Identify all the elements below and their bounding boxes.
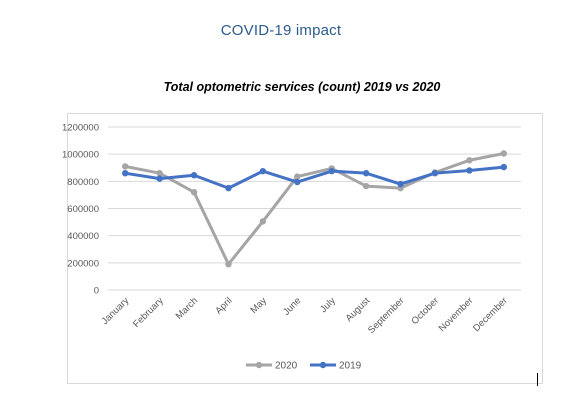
data-point-2019	[294, 178, 301, 186]
data-point-2019	[328, 167, 335, 175]
data-point-2020	[362, 182, 370, 190]
x-tick-label: December	[471, 295, 510, 334]
data-point-2019	[500, 163, 507, 171]
y-tick-label: 200000	[67, 258, 99, 269]
data-point-2019	[397, 180, 404, 188]
y-tick-label: 0	[94, 286, 99, 297]
y-tick-label: 1000000	[62, 150, 99, 161]
data-point-2020	[122, 163, 129, 170]
data-point-2019	[466, 167, 473, 174]
data-point-2020	[294, 173, 301, 180]
x-tick-label: November	[437, 295, 476, 334]
text-cursor	[537, 373, 538, 386]
legend-marker-2020	[255, 361, 263, 369]
data-point-2020	[156, 169, 163, 177]
y-tick-label: 400000	[67, 231, 99, 242]
x-tick-label: August	[344, 295, 373, 324]
x-tick-label: April	[213, 295, 234, 316]
chart-title: Total optometric services (count) 2019 v…	[163, 80, 441, 94]
x-tick-label: September	[366, 295, 407, 336]
legend-marker-2019	[319, 361, 327, 369]
data-point-2020	[259, 218, 267, 225]
y-axis-tick-labels: 0 200000 400000 600000 800000 1000000 1200000	[62, 123, 99, 297]
y-tick-label: 600000	[67, 204, 99, 215]
data-point-2020	[500, 150, 507, 157]
gridlines	[108, 126, 521, 291]
series-line-2020	[123, 151, 506, 266]
x-axis-tick-labels: January February March April May June July Augu…	[100, 295, 510, 336]
legend-label-2019: 2019	[339, 361, 362, 372]
data-point-2019	[156, 175, 163, 182]
x-tick-label: February	[131, 295, 166, 330]
legend-label-2020: 2020	[275, 361, 298, 372]
data-point-2019	[190, 172, 198, 179]
y-tick-label: 1200000	[62, 123, 99, 134]
x-tick-label: January	[100, 295, 132, 327]
data-point-2019	[122, 169, 129, 177]
data-point-2020	[225, 260, 232, 268]
x-tick-label: October	[409, 295, 441, 327]
legend: 2020 2019	[246, 361, 362, 372]
chart-area	[67, 113, 543, 384]
series-points	[122, 150, 507, 268]
series-line-2019	[123, 165, 506, 190]
series-lines	[123, 151, 506, 266]
data-point-2020	[190, 189, 198, 196]
x-tick-label: March	[174, 295, 200, 321]
data-point-2020	[466, 157, 473, 164]
data-point-2019	[431, 169, 439, 177]
data-point-2019	[225, 184, 232, 192]
x-tick-label: June	[281, 295, 303, 317]
x-tick-label: May	[249, 295, 270, 316]
data-point-2019	[362, 169, 370, 177]
x-tick-label: July	[318, 295, 338, 315]
page-heading: COVID-19 impact	[220, 22, 342, 39]
y-tick-label: 800000	[67, 177, 99, 188]
data-point-2019	[259, 167, 267, 175]
